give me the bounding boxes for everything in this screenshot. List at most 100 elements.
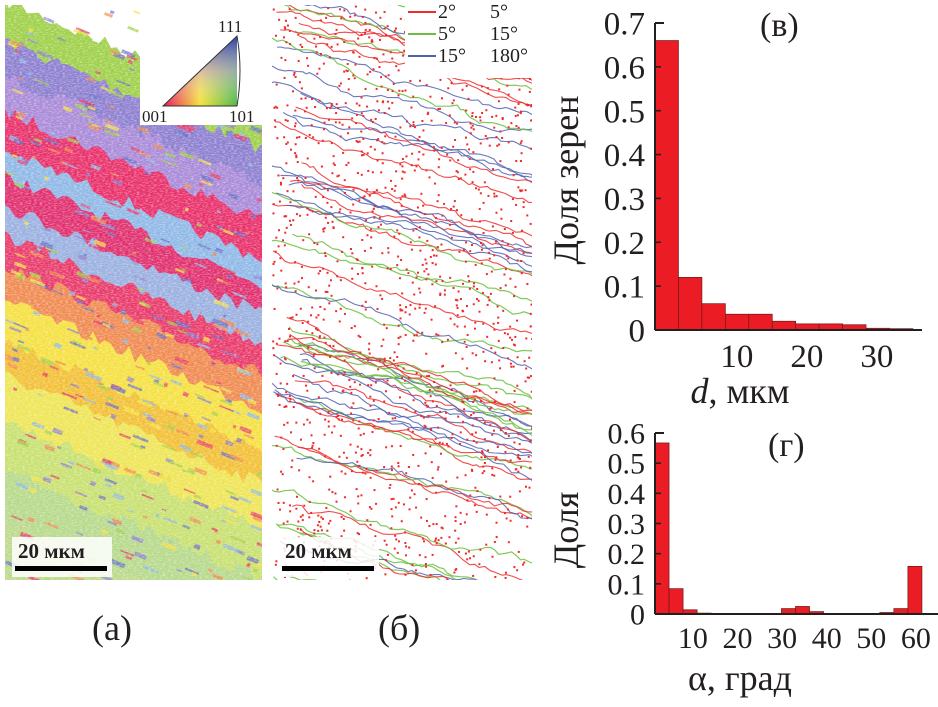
boundary-dot — [362, 153, 365, 156]
boundary-dot — [481, 450, 484, 453]
boundary-dot — [397, 69, 400, 72]
boundary-dot — [343, 179, 346, 182]
boundary-dot — [519, 110, 522, 113]
boundary-dot — [495, 456, 498, 459]
boundary-dot — [405, 408, 408, 411]
boundary-dot — [305, 330, 308, 333]
boundary-dot — [318, 99, 321, 102]
boundary-dot — [382, 338, 385, 341]
y-tick-label: 0.5 — [608, 448, 646, 481]
boundary-dot — [390, 469, 393, 472]
boundary-dot — [345, 69, 348, 72]
boundary-dot — [472, 574, 475, 577]
scale-bar-label: 20 мкм — [18, 539, 85, 563]
boundary-dot — [446, 338, 449, 341]
boundary-dot — [497, 100, 500, 103]
boundary-dot — [520, 260, 523, 263]
boundary-dot — [457, 178, 460, 181]
boundary-dot — [479, 192, 482, 195]
boundary-dot — [401, 90, 404, 93]
boundary-dot — [510, 219, 513, 222]
boundary-dot — [370, 228, 373, 231]
boundary-dot — [456, 299, 459, 302]
boundary-dot — [431, 400, 434, 403]
boundary-dot — [439, 452, 442, 455]
boundary-dot — [289, 201, 292, 204]
boundary-dot — [454, 516, 457, 519]
boundary-dot — [487, 92, 490, 95]
boundary-dot — [386, 267, 389, 270]
boundary-dot — [530, 303, 532, 306]
boundary-dot — [327, 425, 330, 428]
boundary-dot — [513, 295, 516, 298]
boundary-dot — [425, 262, 428, 265]
boundary-dot — [335, 28, 338, 31]
boundary-dot — [386, 25, 389, 28]
boundary-line — [272, 489, 532, 564]
boundary-dot — [414, 569, 417, 572]
boundary-dot — [461, 282, 464, 285]
boundary-dot — [359, 335, 362, 338]
boundary-dot — [488, 299, 491, 302]
boundary-dot — [344, 102, 347, 105]
histogram-bar — [678, 277, 703, 331]
boundary-dot — [285, 41, 288, 44]
boundary-dot — [409, 496, 412, 499]
boundary-dot — [418, 236, 421, 239]
boundary-dot — [288, 335, 291, 338]
boundary-dot — [418, 135, 421, 138]
boundary-dot — [425, 267, 428, 270]
boundary-dot — [477, 299, 480, 302]
boundary-line — [273, 391, 532, 481]
boundary-dot — [320, 529, 323, 532]
boundary-dot — [456, 325, 459, 328]
boundary-dot — [522, 201, 525, 204]
boundary-dot — [472, 128, 475, 131]
boundary-dot — [318, 67, 321, 70]
boundary-dot — [498, 359, 501, 362]
boundary-dot — [503, 332, 506, 335]
boundary-dot — [320, 516, 323, 519]
boundary-dot — [424, 452, 427, 455]
boundary-dot — [471, 181, 474, 184]
boundary-dot — [272, 203, 275, 206]
boundary-dot — [428, 375, 431, 378]
boundary-dot — [418, 150, 421, 153]
boundary-dot — [310, 511, 313, 514]
boundary-dot — [278, 337, 281, 340]
boundary-dot — [341, 123, 344, 126]
boundary-line — [273, 354, 532, 429]
boundary-dot — [290, 466, 293, 469]
boundary-dot — [391, 90, 394, 93]
boundary-dot — [516, 114, 519, 117]
boundary-dot — [507, 126, 510, 129]
boundary-dot — [357, 37, 360, 40]
boundary-dot — [514, 114, 517, 117]
boundary-dot — [360, 448, 363, 451]
boundary-dot — [423, 311, 426, 314]
boundary-dot — [473, 504, 476, 507]
boundary-dot — [402, 367, 405, 370]
boundary-dot — [351, 277, 354, 280]
boundary-dot — [425, 278, 428, 281]
boundary-dot — [409, 304, 412, 307]
boundary-dot — [356, 445, 359, 448]
boundary-dot — [342, 151, 345, 154]
boundary-dot — [469, 494, 472, 497]
boundary-dot — [403, 171, 406, 174]
boundary-dot — [413, 169, 416, 172]
boundary-dot — [337, 174, 340, 177]
boundary-dot — [439, 410, 442, 413]
boundary-dot — [466, 333, 469, 336]
boundary-dot — [358, 140, 361, 143]
boundary-dot — [314, 45, 317, 48]
boundary-dot — [305, 106, 308, 109]
boundary-dot — [480, 399, 483, 402]
boundary-dot — [492, 429, 495, 432]
boundary-dot — [452, 145, 455, 148]
boundary-dot — [429, 256, 432, 259]
boundary-dot — [427, 111, 430, 114]
boundary-dot — [304, 97, 307, 100]
boundary-dot — [366, 152, 369, 155]
boundary-dot — [472, 400, 475, 403]
